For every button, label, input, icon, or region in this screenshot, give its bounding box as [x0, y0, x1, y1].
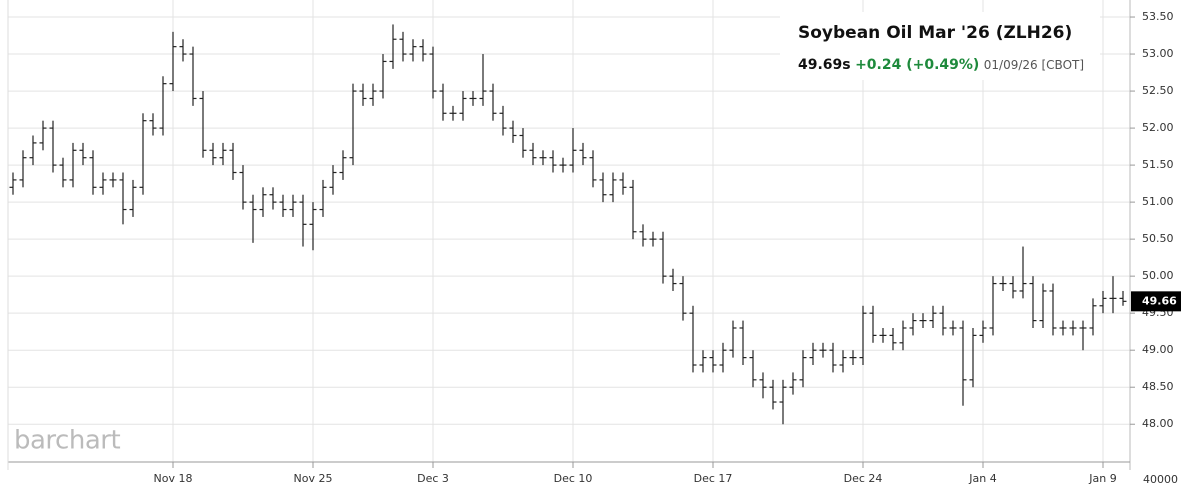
y-tick-label: 50.50: [1142, 232, 1174, 245]
y-tick-label: 48.50: [1142, 380, 1174, 393]
y-tick-label: 51.50: [1142, 158, 1174, 171]
x-tick-label: Nov 18: [154, 472, 193, 485]
last-value-label: 49.66: [1142, 294, 1177, 307]
x-tick-label: Dec 24: [844, 472, 883, 485]
quote-info: 01/09/26 [CBOT]: [984, 58, 1084, 72]
y-tick-label: 52.00: [1142, 121, 1174, 134]
volume-axis-label: 40000: [1143, 473, 1178, 486]
x-tick-label: Jan 4: [968, 472, 996, 485]
x-tick-label: Dec 3: [417, 472, 449, 485]
x-tick-label: Nov 25: [294, 472, 333, 485]
x-tick-label: Dec 10: [554, 472, 593, 485]
x-tick-label: Jan 9: [1088, 472, 1116, 485]
last-price: 49.69s: [798, 57, 851, 73]
y-tick-label: 51.00: [1142, 195, 1174, 208]
bars: [9, 24, 1127, 425]
y-tick-label: 48.00: [1142, 417, 1174, 430]
x-tick-label: Dec 17: [694, 472, 733, 485]
y-tick-label: 53.00: [1142, 47, 1174, 60]
chart-title: Soybean Oil Mar '26 (ZLH26): [798, 23, 1072, 43]
last-value-tag: [1131, 291, 1181, 312]
y-tick-label: 52.50: [1142, 84, 1174, 97]
y-tick-label: 50.00: [1142, 269, 1174, 282]
y-tick-label: 53.50: [1142, 10, 1174, 23]
change: +0.24 (+0.49%): [855, 57, 979, 73]
logo: barchart: [14, 426, 120, 456]
y-tick-label: 49.00: [1142, 343, 1174, 356]
quote-line: 49.69s +0.24 (+0.49%) 01/09/26 [CBOT]: [798, 57, 1084, 73]
title-box: [780, 12, 1100, 80]
